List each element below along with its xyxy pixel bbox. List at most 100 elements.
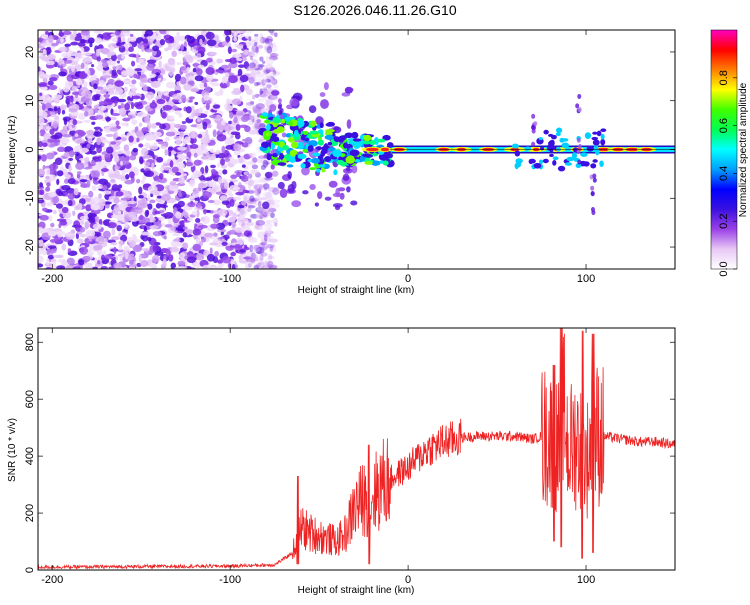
signal-blob bbox=[264, 119, 271, 124]
noise-blob bbox=[262, 87, 268, 91]
noise-blob bbox=[229, 193, 234, 198]
noise-blob bbox=[118, 64, 123, 71]
noise-blob bbox=[84, 156, 90, 164]
noise-blob bbox=[84, 221, 90, 229]
noise-blob bbox=[257, 70, 261, 75]
noise-blob bbox=[178, 176, 185, 184]
noise-blob bbox=[78, 71, 88, 80]
noise-blob bbox=[57, 106, 61, 115]
noise-blob bbox=[48, 231, 57, 237]
noise-blob bbox=[135, 103, 144, 110]
noise-blob bbox=[113, 196, 120, 205]
noise-blob bbox=[98, 105, 107, 111]
snr-series bbox=[38, 328, 675, 570]
noise-blob bbox=[232, 87, 241, 95]
noise-blob bbox=[245, 262, 251, 269]
noise-blob bbox=[68, 124, 73, 130]
noise-blob bbox=[261, 92, 270, 98]
noise-blob bbox=[263, 223, 273, 229]
noise-blob bbox=[179, 220, 185, 227]
noise-blob bbox=[45, 152, 55, 160]
noise-blob bbox=[145, 117, 150, 122]
signal-blob bbox=[561, 138, 569, 142]
noise-blob bbox=[177, 260, 186, 266]
noise-blob bbox=[350, 200, 358, 206]
signal-blob bbox=[363, 134, 372, 142]
noise-blob bbox=[192, 170, 203, 178]
noise-blob bbox=[74, 133, 79, 138]
noise-blob bbox=[105, 146, 114, 154]
noise-blob bbox=[95, 49, 101, 57]
noise-blob bbox=[266, 76, 274, 81]
noise-blob bbox=[175, 172, 182, 176]
noise-blob bbox=[82, 255, 91, 263]
noise-blob bbox=[291, 200, 302, 208]
noise-blob bbox=[255, 223, 260, 229]
noise-blob bbox=[217, 58, 224, 64]
noise-blob bbox=[87, 262, 93, 269]
signal-blob bbox=[564, 162, 573, 166]
noise-blob bbox=[79, 220, 85, 225]
noise-blob bbox=[119, 160, 124, 166]
noise-blob bbox=[201, 237, 207, 243]
noise-blob bbox=[141, 127, 149, 134]
noise-blob bbox=[261, 60, 266, 64]
noise-blob bbox=[260, 91, 267, 98]
noise-blob bbox=[149, 73, 157, 78]
noise-blob bbox=[131, 111, 137, 115]
noise-blob bbox=[129, 240, 136, 248]
noise-blob bbox=[245, 222, 255, 226]
signal-blob bbox=[297, 153, 307, 159]
noise-blob bbox=[274, 222, 278, 227]
noise-blob bbox=[140, 44, 145, 53]
noise-blob bbox=[257, 231, 266, 239]
noise-blob bbox=[152, 45, 160, 52]
noise-blob bbox=[196, 239, 200, 243]
noise-blob bbox=[116, 60, 121, 64]
noise-blob bbox=[110, 141, 117, 145]
noise-blob bbox=[187, 201, 196, 208]
noise-blob bbox=[345, 87, 354, 92]
noise-blob bbox=[221, 145, 226, 154]
noise-blob bbox=[61, 206, 69, 214]
noise-blob bbox=[264, 66, 268, 71]
signal-hotspot bbox=[380, 147, 390, 152]
noise-blob bbox=[273, 84, 279, 89]
noise-blob bbox=[229, 184, 237, 191]
noise-blob bbox=[249, 113, 257, 119]
signal-blob bbox=[557, 165, 566, 172]
noise-blob bbox=[246, 259, 256, 266]
noise-blob bbox=[265, 74, 272, 81]
signal-blob bbox=[285, 133, 291, 138]
noise-blob bbox=[42, 207, 48, 212]
noise-blob bbox=[117, 105, 122, 109]
signal-blob bbox=[549, 153, 554, 158]
noise-blob bbox=[134, 68, 142, 72]
noise-blob bbox=[38, 263, 44, 268]
noise-blob bbox=[46, 249, 51, 256]
noise-blob bbox=[185, 161, 194, 167]
noise-blob bbox=[180, 66, 187, 71]
noise-blob bbox=[239, 74, 249, 83]
noise-blob bbox=[160, 30, 167, 34]
signal-blob bbox=[552, 156, 559, 161]
signal-blob bbox=[310, 157, 320, 164]
signal-blob bbox=[338, 156, 343, 161]
signal-blob bbox=[362, 140, 371, 145]
noise-blob bbox=[264, 38, 270, 45]
noise-blob bbox=[156, 156, 164, 163]
noise-blob bbox=[204, 232, 214, 238]
noise-blob bbox=[256, 111, 261, 119]
noise-blob bbox=[247, 52, 255, 58]
signal-blob bbox=[327, 147, 336, 152]
noise-blob bbox=[264, 68, 275, 73]
noise-blob bbox=[67, 199, 73, 207]
noise-blob bbox=[141, 234, 149, 242]
chart-title: S126.2026.046.11.26.G10 bbox=[293, 2, 456, 18]
noise-blob bbox=[212, 210, 222, 214]
noise-blob bbox=[230, 131, 241, 136]
spectrogram-ytick-label: 20 bbox=[24, 46, 36, 58]
noise-blob bbox=[84, 65, 89, 74]
noise-blob bbox=[136, 202, 147, 209]
noise-blob bbox=[252, 258, 261, 262]
